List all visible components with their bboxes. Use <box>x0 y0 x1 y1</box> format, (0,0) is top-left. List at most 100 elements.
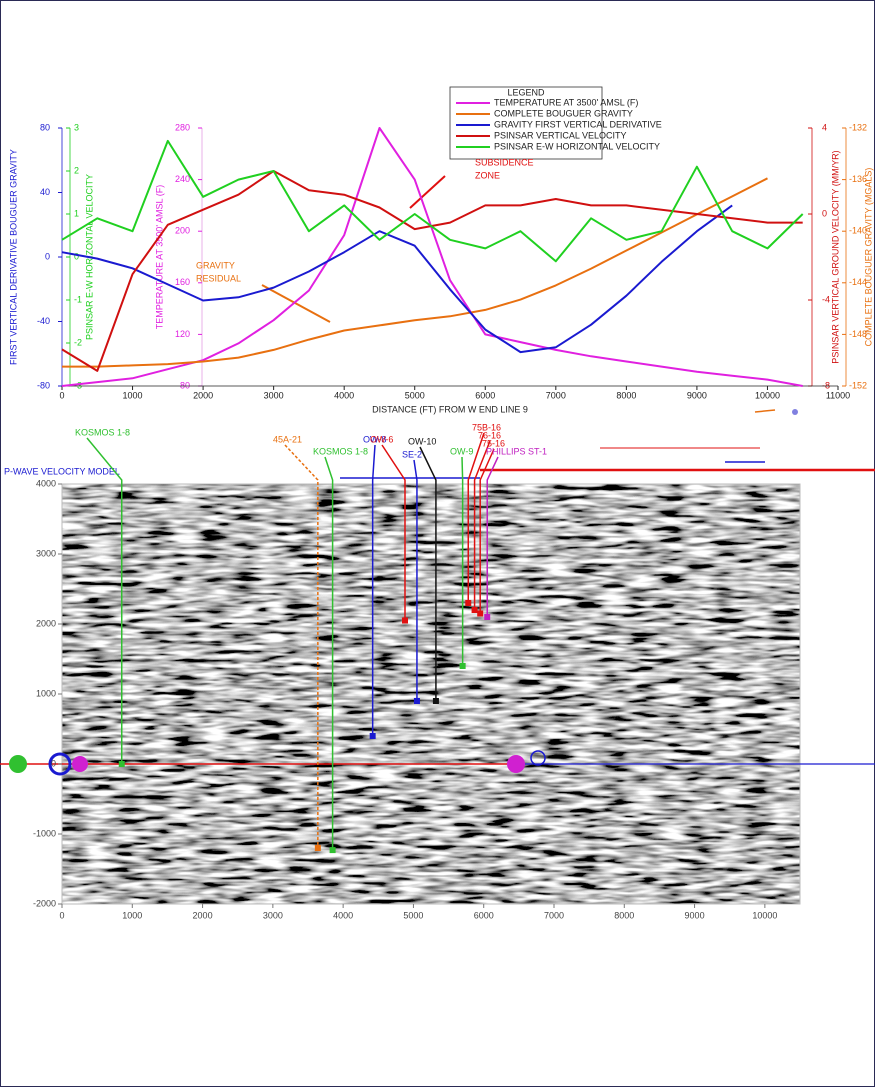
well-track <box>86 437 123 764</box>
y3-axis-title: TEMPERATURE AT 3500' AMSL (F) <box>154 185 164 329</box>
well-track <box>371 444 376 736</box>
well-bottom <box>413 698 420 704</box>
well-track <box>473 440 491 610</box>
well-track <box>413 459 418 701</box>
well-label: 75B-16 <box>472 422 501 432</box>
legend-title: LEGEND <box>507 87 545 97</box>
y3-tick-label: 80 <box>180 380 190 390</box>
annotation: GRAVITY <box>196 260 235 270</box>
y-tick-label: -2000 <box>33 898 56 908</box>
y-axis-title: FIRST VERTICAL DERIVATIVE BOUGUER GRAVIT… <box>8 149 18 365</box>
x-tick-label: 10000 <box>752 910 777 920</box>
x-tick-label: 8000 <box>616 390 636 400</box>
y3-tick-label: 120 <box>175 329 190 339</box>
legend-label: PSINSAR VERTICAL VELOCITY <box>494 130 627 140</box>
x-tick-label: 0 <box>59 910 64 920</box>
y4-tick-label: -8 <box>822 380 830 390</box>
x-tick-label: 11000 <box>826 390 850 400</box>
well-track <box>284 444 319 848</box>
y-tick-label: 4000 <box>36 478 56 488</box>
annotation: RESIDUAL <box>196 273 241 283</box>
y-tick-label: 3000 <box>36 548 56 558</box>
y-tick-label: 1000 <box>36 688 56 698</box>
well-bottom <box>432 698 439 704</box>
x-tick-label: 4000 <box>333 910 353 920</box>
y-tick-label: 2000 <box>36 618 56 628</box>
x-tick-label: 2000 <box>193 390 213 400</box>
y4-tick-label: -4 <box>822 294 830 304</box>
legend-label: TEMPERATURE AT 3500' AMSL (F) <box>494 97 638 107</box>
annotation: ZONE <box>475 170 500 180</box>
legend-label: COMPLETE BOUGUER GRAVITY <box>494 108 633 118</box>
well-label: 45A-21 <box>273 434 302 444</box>
y-tick-label: 0 <box>51 758 56 768</box>
well-label: 76-16 <box>478 430 501 440</box>
well-track <box>324 456 334 851</box>
x-tick-label: 7000 <box>546 390 566 400</box>
well-bottom <box>465 600 472 606</box>
x-tick-label: 3000 <box>264 390 284 400</box>
y2-tick-label: -3 <box>74 380 82 390</box>
y4-tick-label: 0 <box>822 208 827 218</box>
well-label: KOSMOS 1-8 <box>313 446 368 456</box>
annotation-arrow <box>409 175 446 209</box>
marker-symbol <box>530 750 546 766</box>
y5-tick-label: -144 <box>849 277 867 287</box>
well-label: OW-9 <box>450 446 473 456</box>
y5-tick-label: -136 <box>849 174 867 184</box>
y-tick-label: 0 <box>45 251 50 261</box>
y5-tick-label: -152 <box>849 380 867 390</box>
well-bottom <box>477 610 484 617</box>
marker-symbol <box>48 752 72 776</box>
well-track <box>381 444 406 621</box>
series-line <box>62 177 768 368</box>
y5-tick-label: -140 <box>849 226 867 236</box>
series-line <box>61 204 733 354</box>
well-bottom <box>314 845 321 851</box>
y4-tick-label: 4 <box>822 122 827 132</box>
section-title: P-WAVE VELOCITY MODEL <box>4 466 120 476</box>
x-tick-label: 9000 <box>685 910 705 920</box>
x-tick-label: 7000 <box>544 910 564 920</box>
y2-tick-label: 3 <box>74 122 79 132</box>
x-tick-label: 6000 <box>474 910 494 920</box>
series-line <box>61 139 804 263</box>
annotation: SUBSIDENCE <box>475 157 534 167</box>
x-tick-label: 10000 <box>755 390 780 400</box>
series-line <box>61 127 803 387</box>
y-tick-label: 40 <box>40 187 50 197</box>
marker-symbol <box>507 755 525 773</box>
legend-label: GRAVITY FIRST VERTICAL DERIVATIVE <box>494 119 662 129</box>
x-tick-label: 3000 <box>263 910 283 920</box>
decor-line <box>754 409 776 413</box>
y5-axis-title: COMPLETE BOUGUER GRAVITY (MGALS) <box>863 168 873 347</box>
y5-tick-label: -132 <box>849 122 867 132</box>
x-tick-label: 0 <box>59 390 64 400</box>
marker-symbol <box>792 409 798 415</box>
well-bottom <box>484 614 491 620</box>
y-tick-label: -40 <box>37 316 50 326</box>
x-tick-label: 9000 <box>687 390 707 400</box>
well-label: SE-2 <box>402 449 422 459</box>
x-tick-label: 4000 <box>334 390 354 400</box>
well-label: PHILLIPS ST-1 <box>486 446 547 456</box>
well-track <box>467 432 485 603</box>
y2-tick-label: 1 <box>74 208 79 218</box>
y3-tick-label: 240 <box>175 174 190 184</box>
y3-tick-label: 200 <box>175 226 190 236</box>
well-bottom <box>118 761 125 767</box>
well-track <box>479 448 495 614</box>
well-bottom <box>369 733 376 739</box>
y2-tick-label: 2 <box>74 165 79 175</box>
y4-axis-title: PSINSAR VERTICAL GROUND VELOCITY (MM/YR) <box>830 150 840 363</box>
x-axis-title: DISTANCE (FT) FROM W END LINE 9 <box>372 404 528 414</box>
y-tick-label: -1000 <box>33 828 56 838</box>
well-bottom <box>329 847 336 854</box>
x-tick-label: 5000 <box>405 390 425 400</box>
y2-tick-label: -1 <box>74 294 82 304</box>
y5-tick-label: -148 <box>849 329 867 339</box>
marker-symbol <box>9 755 27 773</box>
marker-symbol <box>72 756 88 772</box>
